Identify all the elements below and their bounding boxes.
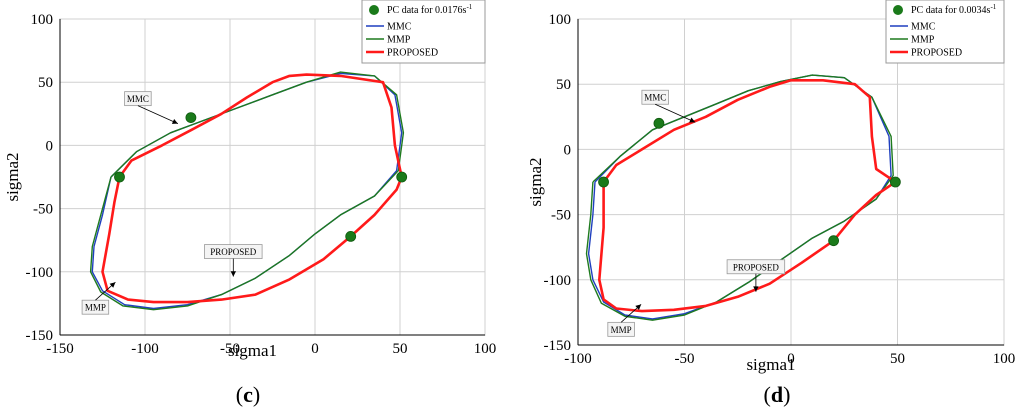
annotation-text: MMC bbox=[644, 93, 666, 103]
y-tick-label: 0 bbox=[46, 138, 54, 154]
legend: PC data for 0.0176s-1 MMC MMP PROPOSED bbox=[361, 0, 486, 64]
legend-label-proposed: PROPOSED bbox=[911, 48, 962, 59]
panel-label: (c) bbox=[236, 382, 260, 407]
chart-panel-d: -100 -50 0 50 100100500-50-100-150sigma1sigm… bbox=[526, 0, 1015, 407]
y-tick-label: 0 bbox=[564, 142, 572, 158]
y-axis-label: sigma2 bbox=[526, 157, 545, 206]
annotation-text: MMC bbox=[127, 94, 149, 104]
annotation-mmp: MMP bbox=[607, 304, 642, 337]
annotation-arrowhead bbox=[171, 118, 178, 124]
pc-data-point bbox=[828, 235, 839, 247]
legend-label-mmc: MMC bbox=[387, 22, 412, 33]
x-tick-label: -100 bbox=[564, 351, 592, 367]
x-axis-label: sigma1 bbox=[228, 341, 277, 360]
annotation-mmc: MMC bbox=[641, 89, 696, 123]
legend-label-pc: PC data for 0.0176s-1 bbox=[387, 3, 473, 16]
pc-data-point bbox=[653, 117, 665, 129]
x-tick-label: -50 bbox=[220, 341, 240, 357]
annotation-arrowhead bbox=[753, 286, 759, 292]
x-axis-label: sigma1 bbox=[746, 355, 795, 374]
annotation-arrowhead bbox=[689, 117, 696, 123]
y-tick-label: -50 bbox=[33, 202, 53, 218]
annotation-arrow bbox=[655, 103, 696, 123]
x-tick-label: 0 bbox=[311, 341, 319, 357]
y-tick-label: 100 bbox=[31, 12, 54, 28]
legend: PC data for 0.0034s-1 MMC MMP PROPOSED bbox=[885, 0, 1005, 64]
legend-label-mmp: MMP bbox=[911, 35, 935, 46]
pc-data-point bbox=[889, 176, 901, 188]
annotation-text: MMP bbox=[611, 325, 632, 335]
legend-marker-pc bbox=[369, 5, 379, 15]
x-tick-label: -150 bbox=[46, 341, 74, 357]
x-tick-label: 100 bbox=[474, 341, 497, 357]
y-tick-label: -150 bbox=[26, 328, 54, 344]
y-tick-label: 100 bbox=[549, 12, 572, 28]
annotation-text: PROPOSED bbox=[733, 262, 780, 272]
legend-label-pc: PC data for 0.0034s-1 bbox=[911, 3, 997, 16]
annotation-arrowhead bbox=[230, 271, 237, 277]
x-tick-label: 50 bbox=[393, 341, 408, 357]
legend-label-proposed: PROPOSED bbox=[387, 48, 438, 59]
pc-data-point bbox=[598, 176, 609, 188]
plot-area bbox=[59, 18, 486, 336]
annotation-arrowhead bbox=[635, 304, 642, 310]
x-tick-label: -100 bbox=[131, 341, 159, 357]
panel-label: (d) bbox=[764, 382, 791, 407]
y-tick-label: -100 bbox=[544, 273, 572, 289]
annotation-text: PROPOSED bbox=[210, 247, 257, 257]
y-tick-label: -150 bbox=[544, 338, 572, 354]
legend-marker-pc bbox=[893, 5, 903, 15]
x-tick-label: -50 bbox=[675, 351, 695, 367]
pc-data-point bbox=[396, 171, 408, 183]
annotation-text: MMP bbox=[85, 303, 106, 313]
x-tick-label: 100 bbox=[993, 351, 1016, 367]
annotation-arrowhead bbox=[109, 282, 116, 288]
x-tick-label: 0 bbox=[787, 351, 795, 367]
y-axis-label: sigma2 bbox=[3, 152, 22, 201]
y-tick-label: -100 bbox=[26, 265, 54, 281]
series-line-proposed bbox=[597, 79, 897, 313]
x-tick-label: 50 bbox=[890, 351, 905, 367]
y-tick-label: 50 bbox=[38, 75, 53, 91]
chart-panel-c: -150 -100 -50 0 50 100 100 50 0 -50 -100 -150 sigma1… bbox=[3, 0, 496, 407]
annotation-proposed: PROPOSED bbox=[204, 244, 263, 277]
pc-data-point bbox=[114, 171, 125, 183]
annotation-arrow bbox=[137, 105, 179, 124]
series-line-mmp bbox=[89, 71, 405, 311]
annotation-proposed: PROPOSED bbox=[726, 259, 786, 292]
y-tick-label: 50 bbox=[556, 77, 571, 93]
y-tick-label: -50 bbox=[551, 208, 571, 224]
series-line-proposed bbox=[101, 73, 404, 304]
legend-label-mmp: MMP bbox=[387, 35, 411, 46]
annotation-mmc: MMC bbox=[124, 91, 179, 124]
annotation-mmp: MMP bbox=[81, 281, 116, 315]
pc-data-point bbox=[185, 112, 197, 123]
pc-data-point bbox=[345, 231, 357, 242]
legend-label-mmc: MMC bbox=[911, 22, 936, 33]
